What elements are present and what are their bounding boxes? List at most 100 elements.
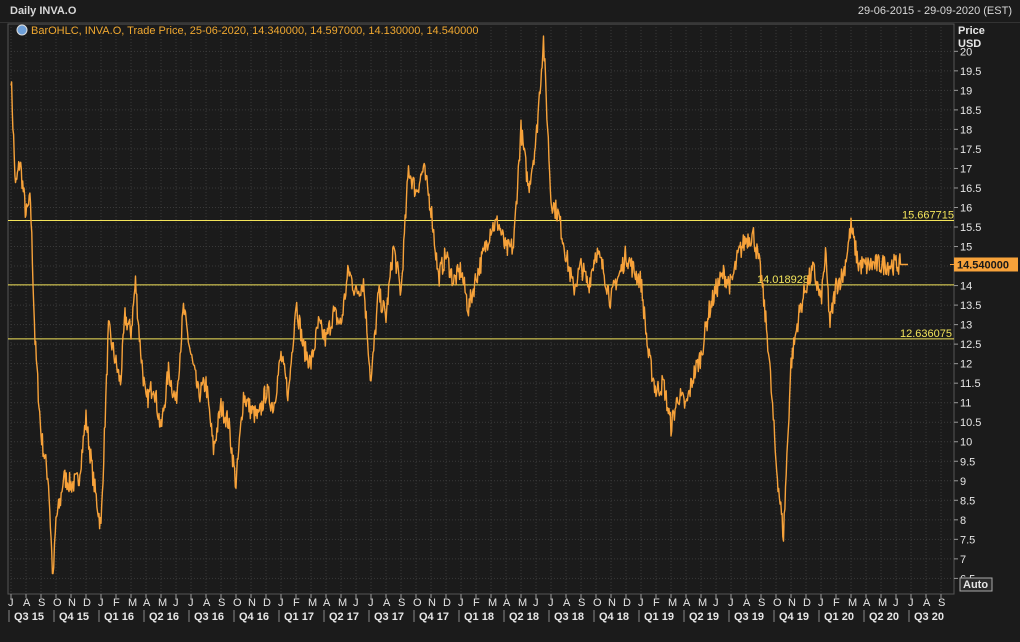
x-quarter-label: Q4 16	[239, 611, 269, 623]
x-month-label: A	[383, 597, 391, 609]
x-month-label: M	[518, 597, 527, 609]
x-month-label: J	[368, 597, 374, 609]
x-month-label: S	[38, 597, 45, 609]
x-month-label: M	[338, 597, 347, 609]
x-quarter-label: Q1 16	[104, 611, 134, 623]
x-month-label: N	[248, 597, 256, 609]
x-quarter-label: Q4 17	[419, 611, 449, 623]
x-month-label: J	[818, 597, 824, 609]
chart-settings-icon[interactable]	[17, 25, 27, 35]
x-month-label: D	[803, 597, 811, 609]
y-tick-label: 18.5	[960, 105, 981, 117]
x-quarter-label: Q4 15	[59, 611, 89, 623]
x-month-label: F	[833, 597, 840, 609]
x-month-label: M	[668, 597, 677, 609]
y-tick-label: 10	[960, 437, 972, 449]
x-quarter-label: Q3 18	[554, 611, 584, 623]
x-month-label: O	[773, 597, 782, 609]
legend-text: BarOHLC, INVA.O, Trade Price, 25-06-2020…	[31, 25, 478, 37]
x-month-label: N	[608, 597, 616, 609]
x-month-label: S	[578, 597, 585, 609]
y-tick-label: 7.5	[960, 534, 975, 546]
x-quarter-label: Q4 19	[779, 611, 809, 623]
x-month-label: A	[563, 597, 571, 609]
y-axis-unit: USD	[958, 38, 981, 50]
x-month-label: A	[863, 597, 871, 609]
x-month-label: M	[488, 597, 497, 609]
x-month-label: N	[428, 597, 436, 609]
y-tick-label: 16.5	[960, 183, 981, 195]
y-tick-label: 13	[960, 320, 972, 332]
x-month-label: M	[128, 597, 137, 609]
x-quarter-label: Q3 15	[14, 611, 44, 623]
y-tick-label: 9.5	[960, 456, 975, 468]
x-month-label: J	[353, 597, 359, 609]
x-month-label: J	[188, 597, 194, 609]
x-month-label: M	[158, 597, 167, 609]
x-month-label: F	[293, 597, 300, 609]
y-tick-label: 12.5	[960, 339, 981, 351]
auto-scale-label: Auto	[963, 579, 988, 591]
x-month-label: J	[548, 597, 554, 609]
x-month-label: O	[593, 597, 602, 609]
y-tick-label: 7	[960, 554, 966, 566]
x-month-label: J	[908, 597, 914, 609]
y-tick-label: 11	[960, 398, 971, 410]
x-quarter-label: Q3 20	[914, 611, 944, 623]
x-month-label: A	[683, 597, 691, 609]
x-quarter-label: Q1 19	[644, 611, 674, 623]
y-tick-label: 19	[960, 85, 972, 97]
x-quarter-label: Q4 18	[599, 611, 629, 623]
x-month-label: A	[323, 597, 331, 609]
reference-line-label: 14.018928	[757, 274, 809, 286]
y-tick-label: 10.5	[960, 417, 981, 429]
x-quarter-label: Q2 16	[149, 611, 179, 623]
x-month-label: J	[728, 597, 734, 609]
x-month-label: F	[473, 597, 480, 609]
x-month-label: J	[533, 597, 539, 609]
y-tick-label: 12	[960, 359, 972, 371]
y-tick-label: 8.5	[960, 495, 975, 507]
x-month-label: J	[278, 597, 284, 609]
x-quarter-label: Q3 17	[374, 611, 404, 623]
y-tick-label: 9	[960, 476, 966, 488]
x-month-label: A	[23, 597, 31, 609]
x-quarter-label: Q1 18	[464, 611, 494, 623]
y-axis-label: Price	[958, 25, 985, 37]
x-month-label: N	[68, 597, 76, 609]
x-month-label: S	[938, 597, 945, 609]
x-month-label: S	[398, 597, 405, 609]
reference-line-label: 15.667715	[902, 209, 954, 221]
y-tick-label: 8	[960, 515, 966, 527]
y-tick-label: 15.5	[960, 222, 981, 234]
x-month-label: J	[173, 597, 179, 609]
y-tick-label: 17	[960, 163, 972, 175]
x-month-label: N	[788, 597, 796, 609]
x-month-label: O	[53, 597, 62, 609]
x-month-label: D	[83, 597, 91, 609]
y-tick-label: 16	[960, 202, 972, 214]
x-month-label: A	[503, 597, 511, 609]
x-quarter-label: Q1 17	[284, 611, 314, 623]
x-month-label: D	[623, 597, 631, 609]
reference-line-label: 12.636075	[900, 328, 952, 340]
x-month-label: A	[743, 597, 751, 609]
y-tick-label: 19.5	[960, 66, 981, 78]
x-month-label: A	[923, 597, 931, 609]
x-month-label: F	[113, 597, 120, 609]
x-quarter-label: Q1 20	[824, 611, 854, 623]
x-month-label: A	[143, 597, 151, 609]
x-quarter-label: Q3 16	[194, 611, 224, 623]
x-month-label: J	[638, 597, 644, 609]
x-month-label: J	[713, 597, 719, 609]
x-quarter-label: Q2 20	[869, 611, 899, 623]
x-month-label: J	[98, 597, 104, 609]
x-quarter-label: Q2 17	[329, 611, 359, 623]
x-month-label: O	[413, 597, 422, 609]
x-quarter-label: Q2 19	[689, 611, 719, 623]
x-month-label: M	[848, 597, 857, 609]
x-month-label: J	[893, 597, 899, 609]
x-month-label: O	[233, 597, 242, 609]
